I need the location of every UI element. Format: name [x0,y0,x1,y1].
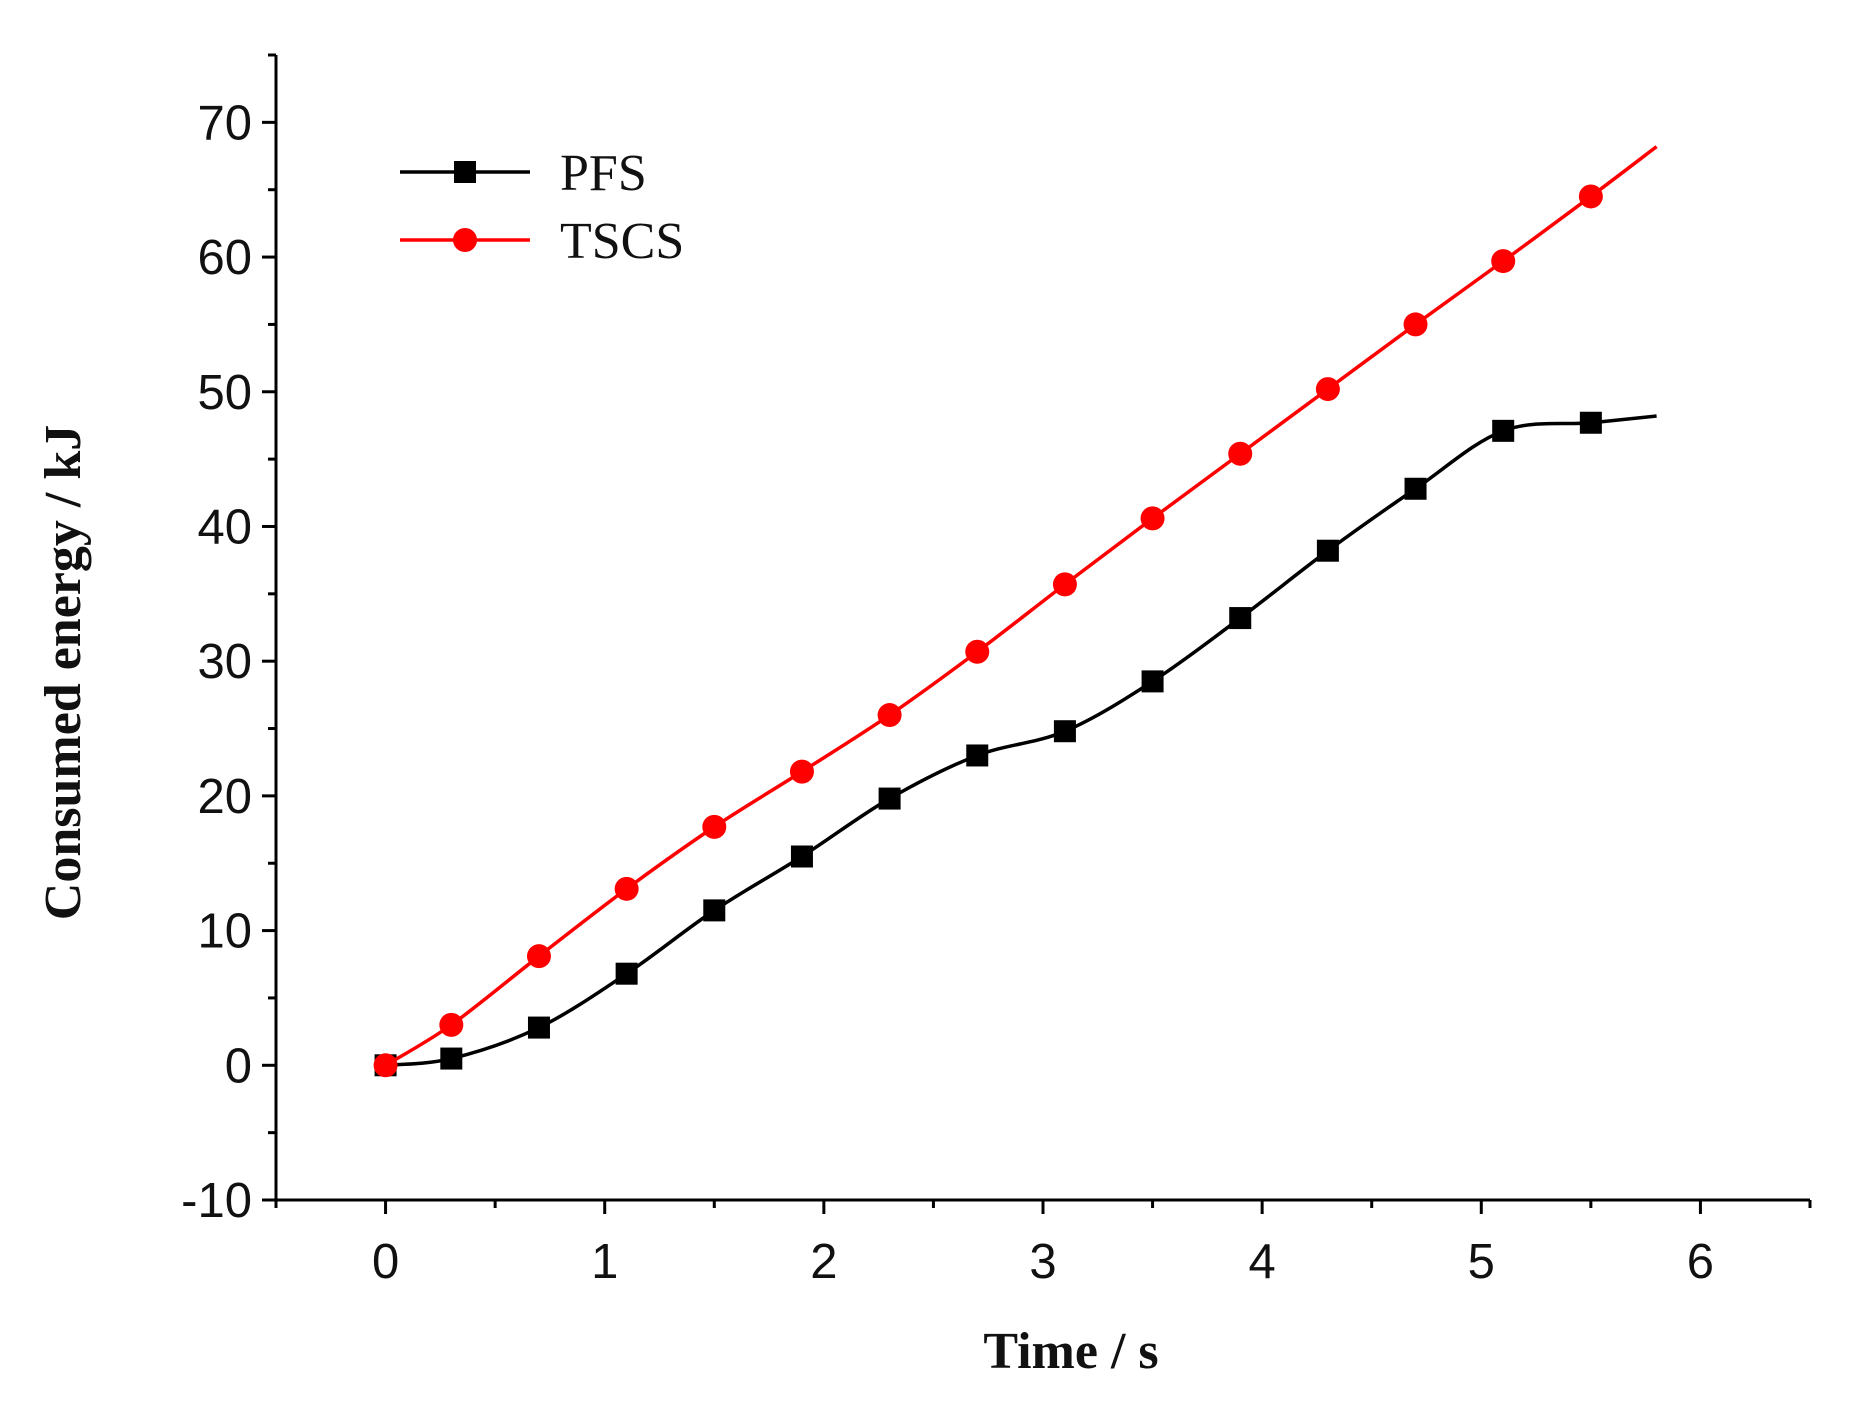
data-point-pfs [1492,419,1515,442]
y-tick-label: -10 [181,1174,252,1228]
data-point-tscs [1491,249,1516,274]
axes: 0 1 2 3 4 5 6 -10 0 10 20 30 40 50 60 70 [181,53,1812,1289]
x-tick-label: 4 [1249,1235,1276,1289]
legend-marker-pfs [454,161,476,183]
legend-marker-tscs [453,228,477,252]
data-point-tscs [1140,506,1165,531]
y-tick-label: 20 [197,770,252,824]
x-tick-label: 3 [1029,1235,1056,1289]
y-tick-label: 10 [197,905,252,959]
data-point-pfs [615,962,638,985]
series-pfs [374,411,1657,1077]
data-point-tscs [1315,377,1340,402]
y-tick-label: 0 [225,1039,252,1093]
data-point-tscs [965,639,990,664]
y-tick-label: 30 [197,635,252,689]
data-point-pfs [1579,411,1602,434]
y-tick-label: 40 [197,500,252,554]
data-point-pfs [703,899,726,922]
data-point-pfs [790,845,813,868]
legend-label-pfs: PFS [560,145,647,202]
legend: PFS TSCS [400,145,684,270]
x-tick-label: 0 [372,1235,399,1289]
y-tick-label: 70 [197,96,252,150]
data-point-tscs [789,759,814,784]
x-tick-label: 1 [591,1235,618,1289]
y-tick-label: 50 [197,366,252,420]
series-tscs [373,145,1658,1078]
y-axis-title: Consumed energy / kJ [35,425,92,920]
data-point-pfs [440,1047,463,1070]
data-point-tscs [1578,184,1603,209]
data-point-pfs [878,787,901,810]
x-tick-label: 2 [810,1235,837,1289]
data-point-pfs [1053,720,1076,743]
data-point-pfs [966,744,989,767]
x-tick-label: 5 [1468,1235,1495,1289]
data-point-tscs [1228,441,1253,466]
data-point-pfs [1316,539,1339,562]
data-point-pfs [1404,477,1427,500]
legend-label-tscs: TSCS [560,213,684,270]
data-point-tscs [526,944,551,969]
x-axis-title: Time / s [983,1323,1158,1380]
data-point-tscs [702,814,727,839]
data-point-tscs [373,1053,398,1078]
data-point-pfs [1229,607,1252,630]
data-point-tscs [439,1012,464,1037]
data-point-tscs [877,703,902,728]
x-tick-label: 6 [1687,1235,1714,1289]
data-point-tscs [614,876,639,901]
data-point-pfs [1141,670,1164,693]
data-point-tscs [1403,312,1428,337]
plot-series [373,145,1658,1078]
y-tick-label: 60 [197,231,252,285]
data-point-pfs [527,1016,550,1039]
data-point-tscs [1052,572,1077,597]
series-line-pfs [385,414,1657,1068]
series-line-tscs [384,145,1658,1067]
